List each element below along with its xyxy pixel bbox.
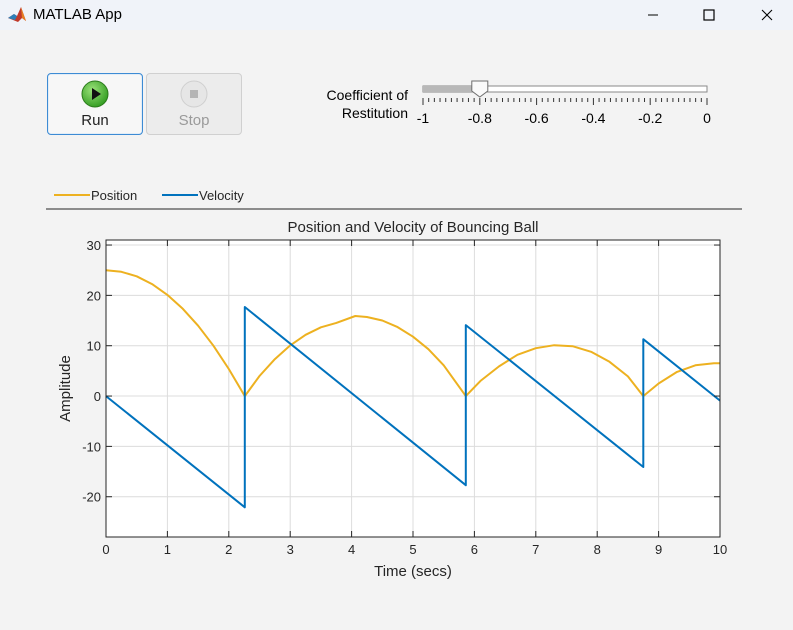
x-tick-label: 10 (713, 542, 727, 557)
x-tick-label: 2 (225, 542, 232, 557)
slider-tick-label: -0.4 (581, 110, 605, 126)
slider-track-fill (423, 86, 480, 92)
run-button[interactable]: Run (47, 73, 143, 135)
maximize-icon (703, 9, 715, 21)
x-tick-label: 1 (164, 542, 171, 557)
maximize-button[interactable] (686, 0, 732, 30)
x-tick-label: 9 (655, 542, 662, 557)
stop-icon (180, 80, 208, 108)
x-tick-label: 4 (348, 542, 355, 557)
x-tick-label: 6 (471, 542, 478, 557)
window-title: MATLAB App (33, 6, 122, 23)
slider-label-line2: Restitution (341, 105, 408, 121)
legend-entry: Position (91, 188, 137, 203)
play-icon (81, 80, 109, 108)
series-line-position (105, 269, 720, 398)
slider-tick-label: -0.6 (525, 110, 549, 126)
slider-tick-label: -1 (417, 110, 430, 126)
x-tick-label: 5 (409, 542, 416, 557)
x-axis-label: Time (secs) (374, 563, 452, 580)
restitution-slider[interactable]: -1 -0.8 -0.6 -0.4 -0.2 0 (410, 78, 720, 128)
slider-tick-label: -0.8 (468, 110, 492, 126)
close-button[interactable] (744, 0, 790, 30)
slider-tick-label: 0 (703, 110, 711, 126)
x-tick-label: 7 (532, 542, 539, 557)
series-line-velocity (105, 306, 721, 509)
y-tick-label: 0 (94, 389, 101, 404)
matlab-logo-icon (8, 7, 26, 22)
slider-thumb[interactable] (471, 80, 489, 98)
slider-label-line1: Coefficient of (326, 87, 408, 103)
bouncing-ball-chart: Position Velocity 0 1 2 3 4 5 6 7 8 9 10 -20 -10 0 10 20 3… (46, 188, 742, 580)
chart-title: Position and Velocity of Bouncing Ball (288, 219, 539, 236)
minimize-icon (648, 14, 658, 16)
y-tick-label: 10 (87, 339, 101, 354)
y-axis-label: Amplitude (57, 355, 74, 422)
slider-label: Coefficient of Restitution (296, 86, 408, 122)
y-tick-label: -20 (82, 490, 101, 505)
y-tick-label: 20 (87, 288, 101, 303)
stop-button[interactable]: Stop (146, 73, 242, 135)
y-tick-label: -10 (82, 439, 101, 454)
x-tick-label: 0 (102, 542, 109, 557)
stop-label: Stop (178, 112, 210, 129)
slider-tick-label: -0.2 (638, 110, 662, 126)
title-bar: MATLAB App (0, 0, 793, 30)
run-label: Run (81, 112, 109, 129)
x-tick-label: 3 (287, 542, 294, 557)
legend-entry: Velocity (199, 188, 244, 203)
x-tick-label: 8 (594, 542, 601, 557)
close-icon (761, 9, 773, 21)
y-tick-label: 30 (87, 238, 101, 253)
minimize-button[interactable] (630, 0, 676, 30)
